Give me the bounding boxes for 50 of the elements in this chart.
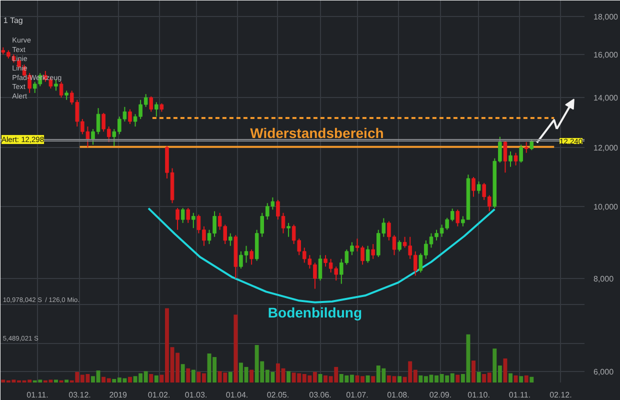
candlestick (228, 232, 232, 246)
candlestick (59, 81, 64, 98)
candlestick (456, 209, 460, 227)
x-tick-label: 01.02. (148, 390, 170, 400)
y-tick-label: 14,000 (594, 94, 619, 103)
y-tick-label: 6,000 (594, 368, 614, 377)
x-tick-label: 02.12. (550, 390, 572, 400)
candlestick (366, 245, 370, 264)
candlestick (519, 144, 523, 164)
x-tick-label: 03.06. (309, 390, 332, 400)
x-tick-label: 02.09. (429, 390, 452, 400)
candlestick (514, 152, 518, 166)
line-series (147, 207, 496, 304)
candlestick (180, 207, 185, 224)
candlestick (186, 207, 190, 224)
x-tick-label: 02.05. (266, 390, 290, 400)
series-label: Widerstandsbereich (250, 124, 384, 141)
candlestick (128, 108, 132, 125)
y-tick-label: 12,000 (594, 143, 619, 152)
candlestick (508, 150, 512, 168)
x-tick-label: 01.03. (184, 390, 208, 400)
candlestick (149, 96, 154, 112)
candlestick (286, 222, 290, 238)
candlestick (64, 90, 68, 100)
x-tick-label: 01.11. (26, 390, 48, 400)
y-tick-label: 18,000 (594, 12, 619, 22)
candlestick (176, 207, 180, 230)
candlestick (154, 102, 158, 118)
x-tick-label: 01.10. (468, 390, 490, 400)
candlestick (472, 176, 476, 198)
x-tick-label: 01.04. (226, 390, 248, 400)
candlestick (530, 138, 534, 151)
candlestick (192, 212, 196, 229)
y-tick-label: 10,000 (594, 202, 619, 212)
x-tick-label: 01.07. (346, 390, 368, 400)
candlestick (476, 180, 481, 194)
candlestick (524, 142, 528, 154)
y-tick-label: 16,000 (594, 50, 619, 60)
candlestick (250, 249, 254, 266)
x-tick-label: 2019 (109, 390, 128, 400)
candlestick (371, 244, 375, 260)
x-tick-label: 03.12. (68, 390, 91, 400)
candlestick (398, 240, 402, 252)
x-tick-label: 01.08. (387, 390, 410, 400)
text: 1 Tag (3, 16, 23, 25)
x-tick-label: 01.11. (508, 390, 531, 400)
candlestick (318, 254, 322, 282)
y-tick-label: 8,000 (594, 274, 614, 284)
candlestick (503, 140, 508, 174)
series-label: Bodenbildung (268, 304, 362, 320)
